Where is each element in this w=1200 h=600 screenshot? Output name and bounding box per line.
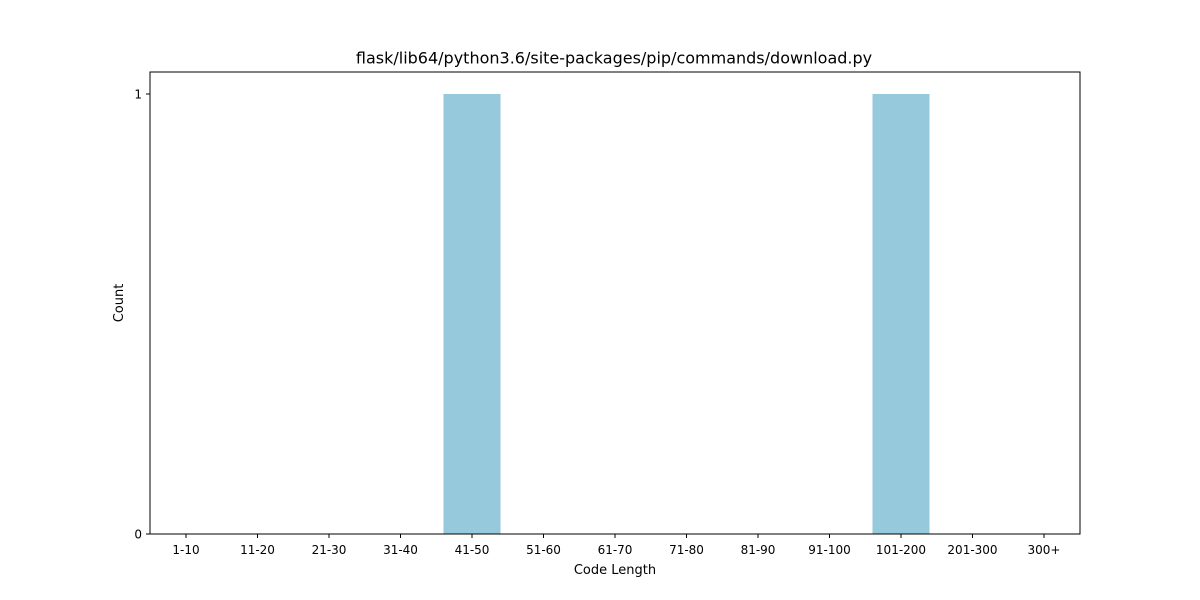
x-tick-label: 300+ (1028, 543, 1061, 557)
bar-41-50 (443, 94, 501, 534)
x-tick-label: 91-100 (808, 543, 851, 557)
x-tick-label: 11-20 (240, 543, 275, 557)
bar-101-200 (872, 94, 930, 534)
plot-frame (149, 71, 1081, 535)
y-axis-label: Count (112, 284, 127, 323)
y-tick-label: 1 (134, 88, 142, 102)
x-axis-ticks: 1-10 11-20 21-30 31-40 41-50 51-60 61-70 71-80 8… (172, 534, 1060, 557)
x-tick-label: 51-60 (526, 543, 561, 557)
bars-group (443, 94, 930, 534)
y-tick-label: 0 (134, 528, 142, 542)
x-tick-label: 201-300 (947, 543, 997, 557)
x-tick-label: 71-80 (669, 543, 704, 557)
chart-title: flask/lib64/python3.6/site-packages/pip/… (356, 49, 872, 68)
x-tick-label: 41-50 (455, 543, 490, 557)
x-tick-label: 81-90 (741, 543, 776, 557)
x-tick-label: 31-40 (383, 543, 418, 557)
x-tick-label: 21-30 (312, 543, 347, 557)
x-axis-label: Code Length (574, 563, 656, 578)
x-tick-label: 1-10 (172, 543, 199, 557)
y-axis-ticks: 01 (134, 88, 150, 542)
x-tick-label: 61-70 (598, 543, 633, 557)
x-tick-label: 101-200 (876, 543, 926, 557)
